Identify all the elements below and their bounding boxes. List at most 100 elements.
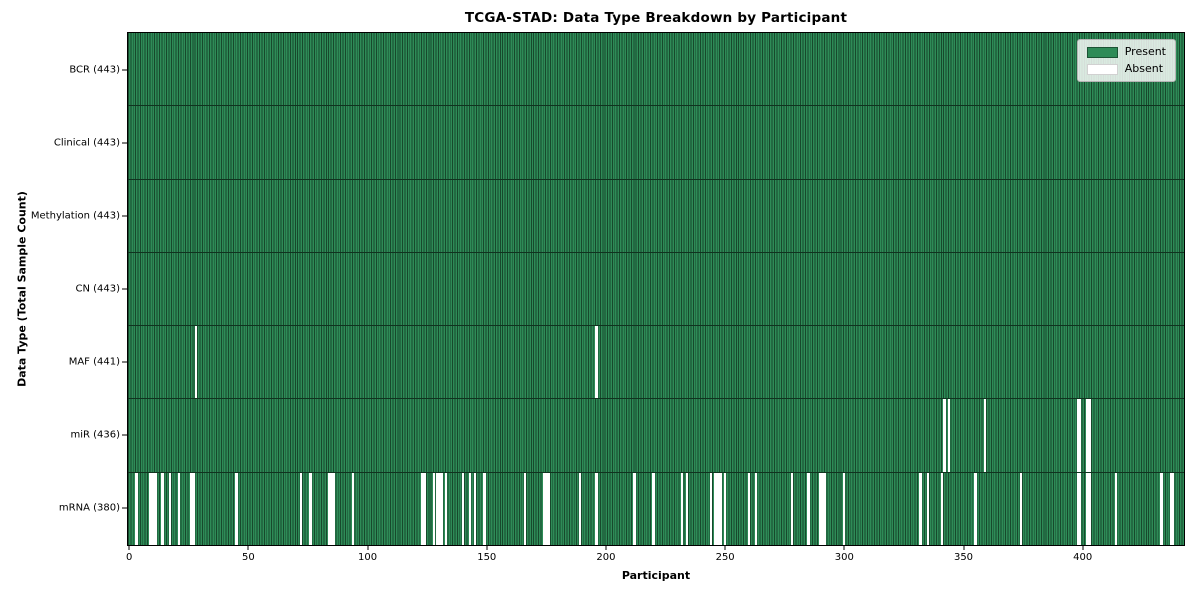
absent-bar xyxy=(754,472,758,545)
y-tick-label-mir: miR (436) xyxy=(70,429,120,441)
absent-bar xyxy=(189,472,193,545)
absent-bar xyxy=(709,472,712,545)
x-tick-label: 100 xyxy=(358,552,378,563)
absent-bar xyxy=(1160,472,1163,545)
legend-label-present: Present xyxy=(1124,45,1166,58)
x-tick-label: 350 xyxy=(953,552,974,563)
absent-bar xyxy=(1114,472,1118,545)
legend-entry-absent: Absent xyxy=(1086,63,1166,75)
x-tick-mark xyxy=(128,546,130,550)
heatmap-row-clinical xyxy=(128,106,1184,180)
absent-bar xyxy=(983,399,987,472)
legend: Present Absent xyxy=(1076,39,1176,82)
absent-bar xyxy=(1086,399,1089,472)
absent-bar xyxy=(919,472,922,545)
absent-bar xyxy=(445,472,448,545)
y-axis-label: Data Type (Total Sample Count) xyxy=(15,191,29,387)
heatmap-rows xyxy=(128,33,1184,545)
x-tick-mark xyxy=(843,546,845,550)
heatmap-row-bcr xyxy=(128,33,1184,107)
absent-bar xyxy=(1169,472,1173,545)
x-axis-label: Participant xyxy=(621,569,691,582)
y-tick-label-mrna: mRNA (380) xyxy=(58,502,120,514)
absent-bar xyxy=(1079,472,1082,545)
absent-bar xyxy=(192,472,195,545)
x-tick-label: 400 xyxy=(1073,552,1093,563)
absent-bar xyxy=(1086,472,1089,545)
y-tick-label-bcr: BCR (443) xyxy=(69,64,120,76)
absent-bar xyxy=(178,472,181,545)
x-tick-mark xyxy=(605,546,607,550)
absent-bar xyxy=(483,472,486,545)
x-tick-label: 50 xyxy=(242,552,255,563)
absent-bar xyxy=(1088,399,1092,472)
absent-bar xyxy=(333,472,336,545)
absent-bar xyxy=(135,472,138,545)
plot-area: Present Absent xyxy=(127,32,1185,546)
absent-bar xyxy=(423,472,426,545)
absent-bar xyxy=(1088,472,1092,545)
y-tick-label-methylation: Methylation (443) xyxy=(30,210,120,222)
absent-bar xyxy=(235,472,238,545)
legend-entry-present: Present xyxy=(1086,45,1166,58)
absent-bar xyxy=(807,472,810,545)
absent-bar xyxy=(435,472,438,545)
absent-bar xyxy=(330,472,333,545)
absent-bar xyxy=(940,472,944,545)
y-tick-label-maf: MAF (441) xyxy=(68,356,120,368)
absent-bar xyxy=(595,326,598,399)
absent-bar xyxy=(723,472,727,545)
absent-bar xyxy=(461,472,465,545)
absent-bar xyxy=(578,472,581,545)
absent-bar xyxy=(790,472,794,545)
absent-bar xyxy=(154,472,157,545)
absent-bar xyxy=(1076,472,1080,545)
absent-bar xyxy=(547,472,550,545)
x-tick-label: 0 xyxy=(126,552,133,563)
x-tick-mark xyxy=(724,546,726,550)
absent-bar xyxy=(652,472,655,545)
absent-bar xyxy=(1019,472,1022,545)
legend-swatch-present xyxy=(1086,46,1118,58)
x-tick-label: 200 xyxy=(596,552,616,563)
absent-bar xyxy=(194,326,198,399)
chart-title: TCGA-STAD: Data Type Breakdown by Partic… xyxy=(464,10,848,26)
absent-bar xyxy=(473,472,477,545)
absent-bar xyxy=(1172,472,1175,545)
y-tick-label-cn: CN (443) xyxy=(75,283,120,295)
absent-bar xyxy=(421,472,424,545)
x-tick-mark xyxy=(247,546,249,550)
absent-bar xyxy=(352,472,355,545)
absent-bar xyxy=(433,472,436,545)
absent-bar xyxy=(719,472,722,545)
absent-bar xyxy=(542,472,546,545)
absent-bar xyxy=(1079,399,1082,472)
heatmap-row-methylation xyxy=(128,179,1184,253)
y-tick-label-clinical: Clinical (443) xyxy=(53,137,120,149)
absent-bar xyxy=(468,472,472,545)
x-tick-mark xyxy=(963,546,964,550)
legend-swatch-absent xyxy=(1086,63,1118,75)
heatmap-row-maf xyxy=(128,326,1184,400)
absent-bar xyxy=(149,472,152,545)
absent-bar xyxy=(681,472,684,545)
heatmap-row-cn xyxy=(128,252,1184,327)
absent-bar xyxy=(168,472,171,545)
absent-bar xyxy=(440,472,443,545)
absent-bar xyxy=(714,472,717,545)
x-tick-mark xyxy=(1082,546,1084,550)
absent-bar xyxy=(843,472,846,545)
absent-bar xyxy=(819,472,822,545)
absent-bar xyxy=(685,472,689,545)
x-tick-mark xyxy=(486,546,488,550)
absent-bar xyxy=(974,472,977,545)
absent-bar xyxy=(926,472,929,545)
absent-bar xyxy=(161,472,164,545)
absent-bar xyxy=(747,472,751,545)
absent-bar xyxy=(437,472,441,545)
absent-bar xyxy=(151,472,155,545)
absent-bar xyxy=(523,472,527,545)
absent-bar xyxy=(299,472,302,545)
x-tick-label: 300 xyxy=(834,552,854,563)
